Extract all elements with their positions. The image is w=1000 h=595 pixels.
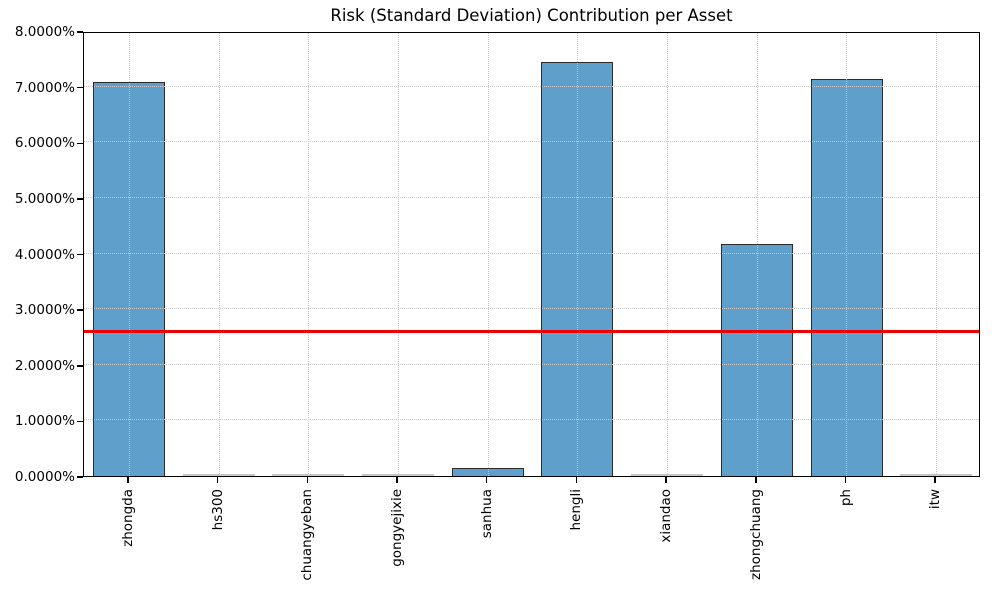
bar-zhongchuang	[720, 243, 793, 476]
x-tick-label: xiandao	[658, 489, 675, 543]
bar-sanhua	[451, 468, 524, 476]
x-tick-label: sanhua	[478, 489, 495, 539]
y-tick-label: 1.0000%	[14, 413, 75, 430]
y-tick-label: 4.0000%	[14, 246, 75, 263]
bar-zhongda	[92, 82, 165, 476]
bar-itw	[900, 474, 973, 476]
x-tick	[934, 477, 936, 483]
y-tick-label: 3.0000%	[14, 302, 75, 319]
y-tick-label: 5.0000%	[14, 190, 75, 207]
y-tick	[77, 253, 83, 256]
x-tick	[844, 477, 847, 483]
x-tick	[485, 477, 488, 483]
bar-ph	[810, 78, 883, 476]
bar-hengli	[541, 62, 614, 476]
x-tick-label: zhongchuang	[747, 489, 764, 580]
x-tick-label: hs300	[209, 489, 226, 531]
x-tick	[665, 477, 667, 483]
y-tick	[77, 31, 83, 33]
chart-title: Risk (Standard Deviation) Contribution p…	[330, 6, 733, 25]
y-tick	[77, 309, 83, 311]
x-tick	[755, 477, 757, 483]
x-tick-label: itw	[927, 489, 944, 510]
x-tick-label: zhongda	[119, 489, 136, 547]
y-tick-label: 2.0000%	[14, 357, 75, 374]
y-tick	[77, 86, 83, 89]
bar-chuangyeban	[272, 474, 345, 476]
x-tick-label: ph	[837, 489, 854, 507]
bars-layer	[84, 33, 979, 476]
x-tick	[216, 477, 219, 483]
bar-xiandao	[631, 474, 704, 476]
y-tick	[77, 476, 83, 478]
x-tick-label: gongyejixie	[388, 489, 405, 567]
y-tick	[77, 365, 83, 367]
plot-area	[83, 32, 980, 477]
bar-hs300	[182, 474, 255, 476]
x-tick	[396, 477, 398, 483]
y-tick	[77, 142, 83, 144]
x-tick	[306, 477, 308, 483]
x-tick-label: hengli	[568, 489, 585, 531]
bar-gongyejixie	[361, 474, 434, 476]
x-tick	[575, 477, 578, 483]
y-tick	[77, 198, 83, 200]
y-tick-label: 6.0000%	[14, 135, 75, 152]
y-tick-label: 8.0000%	[14, 24, 75, 40]
x-tick	[127, 477, 129, 483]
y-tick	[77, 420, 83, 423]
y-tick-label: 7.0000%	[14, 79, 75, 96]
y-tick-label: 0.0000%	[14, 469, 75, 485]
x-tick-label: chuangyeban	[299, 489, 316, 581]
reference-line	[84, 329, 979, 333]
